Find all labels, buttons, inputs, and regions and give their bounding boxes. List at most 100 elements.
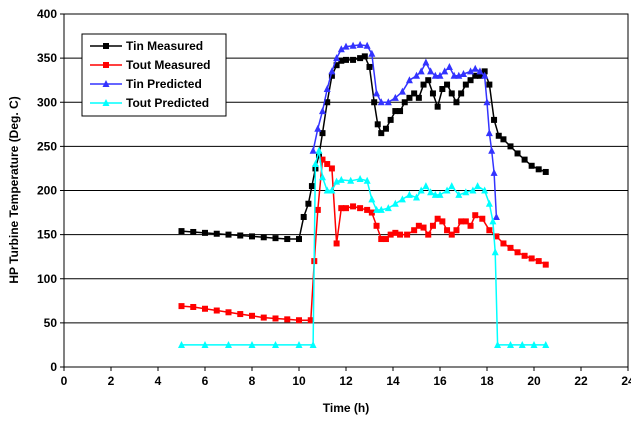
- data-point-tout-measured: [415, 222, 422, 229]
- data-point-tin-measured: [406, 94, 413, 101]
- data-point-tout-measured: [328, 165, 335, 172]
- x-tick-label: 14: [386, 374, 400, 388]
- data-point-tout-measured: [307, 317, 314, 324]
- data-point-tin-measured: [374, 121, 381, 128]
- data-point-tin-predicted: [309, 146, 317, 154]
- data-point-tout-predicted: [363, 176, 371, 184]
- data-point-tout-predicted: [272, 340, 279, 348]
- data-point-tout-measured: [542, 261, 549, 268]
- data-point-tout-measured: [364, 206, 371, 213]
- data-point-tout-predicted: [443, 186, 451, 194]
- data-point-tin-measured: [237, 232, 244, 239]
- legend-marker: [102, 99, 110, 106]
- data-point-tin-measured: [491, 116, 498, 123]
- data-point-tin-predicted: [471, 64, 479, 72]
- data-point-tout-measured: [486, 227, 493, 234]
- data-point-tin-measured: [397, 108, 404, 115]
- gridlines: [64, 57, 628, 324]
- x-tick-label: 6: [202, 374, 209, 388]
- data-point-tout-predicted: [319, 173, 326, 181]
- data-point-tout-measured: [202, 305, 208, 312]
- series-layer: [178, 40, 550, 348]
- data-point-tin-predicted: [333, 54, 341, 62]
- legend-label: Tin Measured: [126, 39, 203, 53]
- data-point-tin-measured: [249, 233, 255, 240]
- data-point-tout-predicted: [328, 186, 336, 194]
- data-point-tin-measured: [514, 150, 521, 157]
- data-point-tout-measured: [387, 231, 394, 238]
- data-point-tout-measured: [237, 311, 244, 318]
- data-point-tout-measured: [507, 244, 514, 251]
- data-point-tout-measured: [319, 156, 326, 163]
- data-point-tin-predicted: [323, 85, 331, 93]
- data-point-tout-measured: [260, 314, 267, 321]
- data-point-tout-predicted: [448, 182, 456, 190]
- data-point-tin-measured: [481, 68, 488, 75]
- data-point-tout-measured: [350, 203, 357, 210]
- data-point-tout-measured: [439, 218, 446, 225]
- data-point-tin-measured: [324, 99, 331, 106]
- data-point-tin-measured: [361, 53, 368, 60]
- data-point-tout-predicted: [178, 340, 185, 348]
- data-point-tin-predicted: [342, 42, 350, 50]
- data-point-tin-measured: [371, 99, 378, 106]
- data-point-tin-measured: [500, 136, 507, 143]
- legend-marker: [103, 62, 109, 68]
- data-point-tout-measured: [178, 303, 185, 310]
- data-point-tin-measured: [225, 231, 232, 238]
- data-point-tout-measured: [357, 205, 364, 212]
- x-tick-label: 24: [621, 374, 631, 388]
- y-tick-label: 150: [37, 228, 57, 242]
- data-point-tin-predicted: [398, 87, 406, 95]
- data-point-tout-predicted: [489, 217, 497, 225]
- data-point-tout-measured: [392, 229, 399, 236]
- data-point-tout-predicted: [248, 340, 256, 348]
- data-point-tin-predicted: [422, 58, 430, 66]
- x-tick-label: 20: [527, 374, 541, 388]
- legend-label: Tout Measured: [126, 58, 210, 72]
- data-point-tout-measured: [213, 307, 220, 314]
- y-tick-label: 100: [37, 272, 57, 286]
- data-point-tout-predicted: [391, 199, 399, 207]
- data-point-tout-measured: [472, 212, 479, 219]
- data-point-tin-predicted: [441, 67, 449, 75]
- data-point-tin-predicted: [377, 98, 385, 106]
- data-point-tin-measured: [507, 143, 514, 150]
- data-point-tin-predicted: [373, 89, 381, 97]
- data-point-tin-measured: [486, 81, 493, 88]
- x-tick-label: 8: [249, 374, 256, 388]
- data-point-tout-measured: [467, 222, 474, 229]
- data-point-tout-predicted: [323, 186, 331, 194]
- data-point-tin-measured: [448, 90, 455, 97]
- data-point-tin-predicted: [319, 107, 326, 115]
- data-point-tout-measured: [284, 316, 291, 323]
- data-point-tout-measured: [479, 215, 486, 222]
- legend-item-tout-predicted: Tout Predicted: [90, 96, 209, 110]
- y-tick-label: 200: [37, 184, 57, 198]
- data-point-tout-measured: [429, 222, 436, 229]
- data-point-tout-measured: [500, 240, 507, 247]
- data-point-tout-measured: [373, 222, 380, 229]
- data-point-tin-measured: [260, 234, 267, 241]
- data-point-tin-measured: [343, 56, 349, 63]
- data-point-tout-predicted: [436, 190, 444, 198]
- data-point-tin-predicted: [483, 98, 491, 106]
- data-point-tout-measured: [448, 231, 455, 238]
- series-tin-predicted: [309, 40, 500, 220]
- data-point-tin-measured: [472, 72, 479, 79]
- data-point-tin-measured: [411, 90, 418, 97]
- data-point-tout-predicted: [507, 340, 514, 348]
- data-point-tout-predicted: [518, 340, 526, 348]
- data-point-tout-predicted: [422, 182, 430, 190]
- x-tick-label: 10: [292, 374, 306, 388]
- data-point-tin-predicted: [492, 212, 500, 220]
- data-point-tout-measured: [378, 236, 385, 243]
- data-point-tin-measured: [420, 81, 427, 88]
- data-point-tout-measured: [535, 258, 542, 265]
- data-point-tout-measured: [425, 231, 432, 238]
- data-point-tin-measured: [434, 103, 441, 110]
- data-point-tout-measured: [458, 218, 465, 225]
- data-point-tout-measured: [420, 224, 427, 231]
- legend-label: Tout Predicted: [126, 96, 209, 110]
- series-tin-measured: [178, 53, 549, 243]
